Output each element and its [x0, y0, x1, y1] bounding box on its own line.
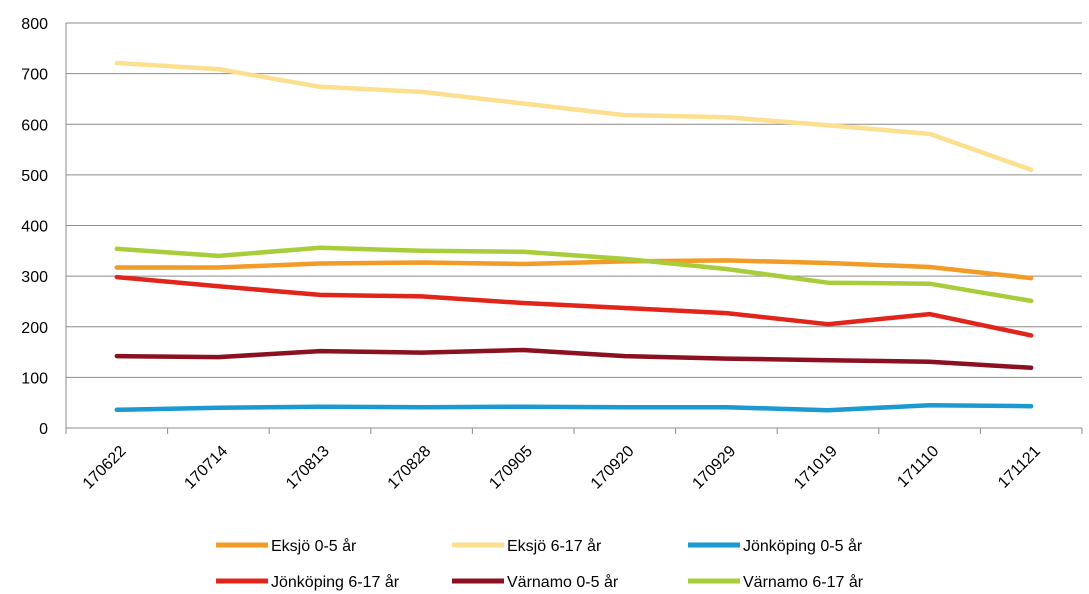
x-tick-label: 170920 — [588, 443, 638, 493]
x-tick-label: 170813 — [283, 443, 333, 493]
legend-label-1: Eksjö 6-17 år — [507, 537, 602, 555]
y-tick-label: 300 — [21, 269, 48, 286]
y-tick-label: 200 — [21, 320, 48, 337]
x-axis-tick-labels: 170622 170714 170813 170828 170905 170920 1709… — [80, 443, 1044, 493]
legend-label-0: Eksjö 0-5 år — [271, 537, 357, 555]
y-tick-label: 600 — [21, 117, 48, 134]
x-tick-label: 171121 — [995, 443, 1044, 492]
series-line-4 — [114, 347, 1034, 371]
y-tick-label: 700 — [21, 67, 48, 84]
y-axis-tick-labels: 0 100 200 300 400 500 600 700 800 — [21, 16, 48, 438]
x-tick-label: 170929 — [689, 443, 739, 493]
legend-label-4: Värnamo 0-5 år — [507, 573, 619, 591]
x-tick-label: 171110 — [894, 443, 942, 491]
y-tick-label: 500 — [21, 168, 48, 185]
series-line-5 — [114, 245, 1034, 304]
series-line-3 — [114, 274, 1034, 338]
x-tick-label: 170828 — [385, 443, 435, 493]
legend-label-5: Värnamo 6-17 år — [743, 573, 864, 591]
gridlines — [66, 22, 1082, 378]
y-tick-label: 100 — [21, 370, 48, 387]
y-tick-label: 400 — [21, 219, 48, 236]
axes — [65, 23, 1083, 434]
series-line-2 — [114, 402, 1034, 413]
x-tick-label: 170905 — [486, 443, 536, 493]
series-line-0 — [114, 258, 1034, 281]
legend-label-2: Jönköping 0-5 år — [743, 537, 863, 555]
y-tick-label: 800 — [21, 16, 48, 33]
legend-label-3: Jönköping 6-17 år — [271, 573, 400, 591]
legend: Eksjö 0-5 år Eksjö 6-17 år Jönköping 0-5 å… — [216, 537, 864, 591]
series-line-1 — [114, 60, 1034, 173]
x-tick-label: 170714 — [181, 443, 231, 493]
y-tick-label: 0 — [39, 421, 48, 438]
x-tick-label: 171019 — [791, 443, 841, 493]
x-tick-label: 170622 — [80, 443, 130, 493]
series-lines — [114, 60, 1034, 413]
